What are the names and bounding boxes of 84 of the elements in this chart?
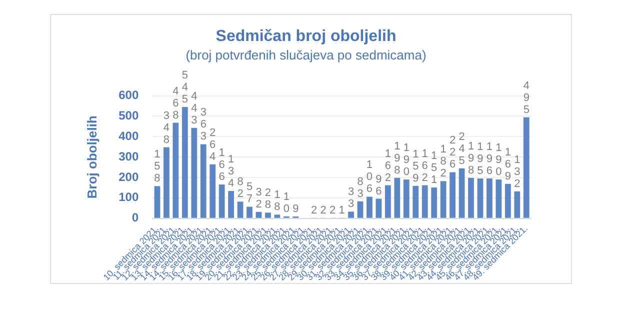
bar [385,185,391,218]
y-tick-label: 400 [118,128,139,143]
bar [468,178,474,218]
data-label: 1 8 2 [440,144,446,180]
bar [228,190,234,218]
data-label: 2 2 6 [449,134,456,171]
data-label: 2 [330,204,336,216]
data-label: 1 8 [274,189,280,214]
data-label: 1 5 8 [154,148,160,185]
y-tick-label: 100 [118,190,139,204]
bar [274,214,280,218]
data-label: 3 4 8 [163,110,170,146]
bar [154,186,160,218]
data-label: 5 4 5 [182,70,188,106]
data-label: 1 6 6 [218,146,225,183]
data-label: 2 [311,204,318,216]
bar [422,185,428,218]
data-label: 1 9 6 [486,140,493,177]
data-label: 1 3 4 [228,154,234,190]
bar [496,180,502,218]
data-label: 1 5 9 [412,148,419,184]
bar [523,117,530,218]
data-label: 9 6 [376,173,382,198]
data-label: 3 6 3 [200,106,206,143]
data-label: 4 4 3 [191,90,198,126]
data-label: 1 0 6 [366,159,373,196]
bar [394,178,400,218]
bar [376,198,382,218]
data-label: 1 6 2 [384,148,392,184]
data-label: 1 9 5 [477,141,484,178]
bar [348,212,354,218]
bar [357,201,364,218]
bar [191,128,198,218]
y-tick-label: 200 [118,170,139,184]
data-label: 3 2 [256,186,262,210]
data-label: 1 9 0 [403,142,410,178]
bar [218,184,225,218]
bar [477,178,484,218]
y-axis-title: Broj oboljelih [84,116,100,199]
data-label: 1 5 1 [431,150,438,186]
bar [182,107,188,218]
bar [412,186,419,218]
data-label: 1 6 2 [422,148,428,184]
data-label: 1 9 8 [394,140,400,176]
bar [431,188,438,218]
bar [440,181,446,218]
bar [256,212,262,218]
bar [210,164,216,218]
data-label: 1 9 8 [468,140,474,176]
data-label: 2 6 4 [210,126,216,163]
data-label: 1 6 9 [504,146,511,182]
bar [504,184,511,218]
data-label: 1 3 2 [514,154,520,190]
bar [514,191,520,218]
data-label: 4 9 5 [523,80,530,116]
y-tick-label: 300 [118,149,139,164]
y-tick-label: 500 [118,108,139,123]
data-label: 4 6 8 [172,85,179,122]
data-label: 8 3 [357,176,364,200]
bar [450,172,456,218]
bar [200,144,206,218]
data-label: 1 9 0 [496,142,502,178]
bar [403,180,410,218]
data-label: 2 4 5 [458,130,465,167]
chart-title: Sedmičan broj oboljelih [216,28,396,46]
data-label: 9 [292,203,299,216]
y-tick-label: 600 [118,88,139,102]
bar [486,178,492,218]
data-label: 3 3 [348,186,354,210]
data-label: 2 [320,204,326,216]
data-label: 1 0 [283,190,290,215]
data-label: 2 8 [264,187,272,212]
bar [172,122,179,218]
chart-subtitle: (broj potvrđenih slučajeva po sedmicama) [186,48,426,63]
data-label: 5 7 [246,181,253,206]
bar [246,206,252,218]
data-label: 1 [338,204,345,217]
data-label: 8 2 [237,176,244,200]
bar [265,212,271,218]
bar [458,168,465,218]
bar [164,147,170,218]
y-tick-label: 0 [132,210,139,225]
bar [366,196,372,218]
bar [237,202,244,218]
